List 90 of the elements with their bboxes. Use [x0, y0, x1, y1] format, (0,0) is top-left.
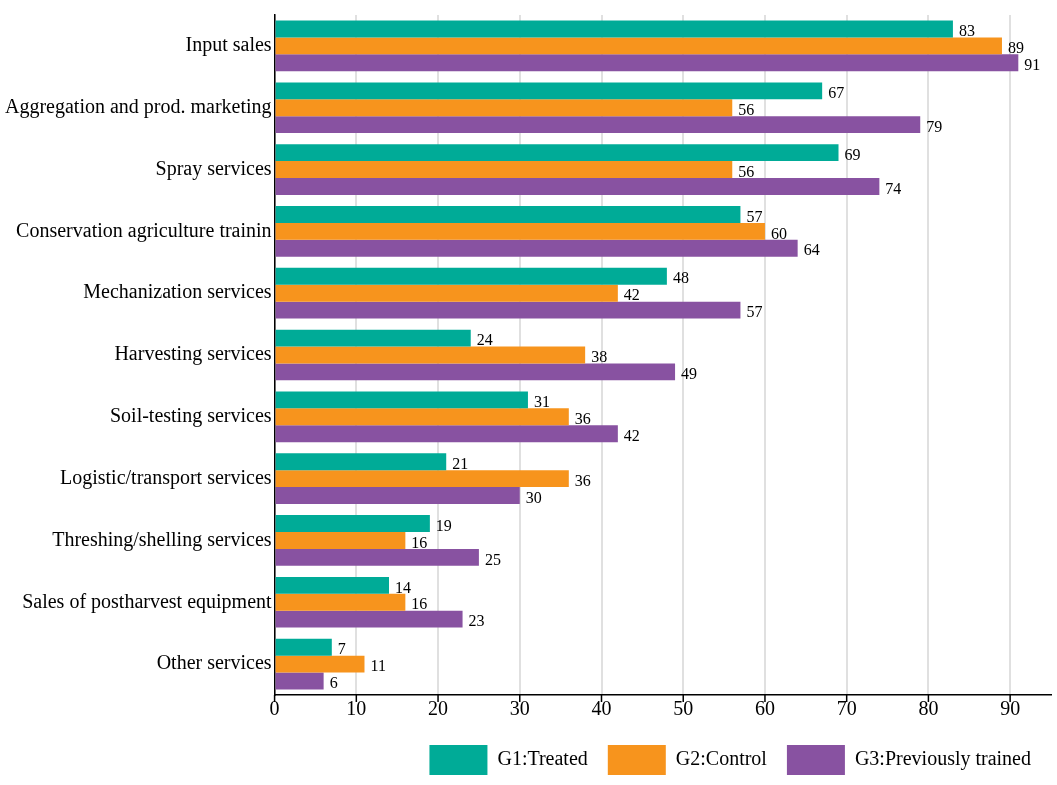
data-label: 19	[435, 516, 452, 534]
bar	[275, 515, 430, 533]
bar	[275, 301, 741, 319]
data-label: 69	[844, 145, 861, 163]
bar	[275, 532, 406, 549]
y-tick-label: Harvesting services	[114, 342, 272, 366]
data-label: 67	[828, 84, 845, 102]
data-label: 91	[1024, 56, 1041, 74]
x-tick-label: 10	[346, 697, 367, 720]
bar	[275, 144, 839, 162]
y-tick-label: Logistic/transport services	[59, 465, 272, 489]
bar	[275, 116, 921, 134]
data-label: 21	[452, 454, 469, 472]
bar	[275, 346, 586, 364]
data-label: 56	[738, 162, 755, 180]
bar	[275, 576, 390, 594]
bar	[275, 425, 618, 443]
bar	[275, 267, 667, 285]
bar	[275, 408, 569, 426]
data-label: 30	[525, 488, 542, 506]
data-label: 36	[574, 471, 591, 489]
bar	[275, 593, 406, 611]
data-label: 57	[746, 303, 763, 321]
bar	[275, 37, 1002, 55]
bar	[275, 284, 618, 302]
data-label: 36	[574, 410, 591, 428]
bar	[275, 161, 733, 178]
data-label: 14	[395, 578, 412, 596]
y-tick-label: Other services	[156, 651, 272, 674]
data-label: 48	[672, 269, 689, 287]
y-tick-label: Conservation agriculture trainin	[16, 218, 272, 242]
legend-label: G1:Treated	[497, 747, 588, 770]
bar	[275, 548, 479, 566]
y-tick-label: Sales of postharvest equipment	[22, 589, 273, 613]
x-tick-label: 50	[673, 697, 694, 720]
data-label: 38	[591, 348, 608, 366]
data-label: 60	[770, 224, 787, 242]
data-label: 24	[476, 331, 493, 349]
y-tick-label: Spray services	[155, 156, 272, 180]
data-label: 74	[885, 179, 902, 197]
x-tick-label: 70	[836, 697, 857, 720]
bar	[275, 99, 733, 117]
bar	[275, 177, 880, 195]
data-label: 23	[468, 612, 485, 630]
bar	[275, 54, 1019, 72]
legend-label: G3:Previously trained	[854, 747, 1032, 771]
bar	[275, 329, 471, 347]
bar	[275, 470, 569, 488]
legend-label: G2:Control	[675, 747, 768, 770]
data-label: 6	[329, 674, 338, 692]
y-tick-label: Input sales	[185, 33, 272, 57]
bar	[275, 222, 765, 240]
bar	[275, 638, 332, 656]
y-tick-label: Mechanization services	[83, 280, 272, 303]
data-label: 64	[803, 241, 820, 259]
data-label: 7	[337, 640, 346, 658]
x-tick-label: 60	[754, 697, 775, 720]
x-tick-label: 20	[428, 697, 449, 720]
y-tick-label: Aggregation and prod. marketing	[5, 94, 272, 118]
data-label: 16	[411, 533, 428, 551]
bar	[275, 82, 823, 100]
data-label: 89	[1007, 39, 1024, 57]
data-label: 31	[533, 393, 550, 411]
bar	[275, 672, 324, 690]
bar	[275, 391, 528, 409]
y-tick-label: Threshing/shelling services	[52, 527, 272, 551]
data-label: 25	[484, 550, 501, 568]
data-label: 11	[370, 657, 386, 675]
bar	[275, 655, 365, 673]
x-tick-label: 90	[1000, 697, 1021, 720]
bar	[275, 239, 798, 257]
bar	[275, 610, 463, 628]
bar	[275, 453, 447, 471]
data-label: 42	[623, 286, 640, 304]
x-tick-label: 0	[269, 697, 280, 720]
bar	[275, 206, 741, 223]
x-tick-label: 40	[591, 697, 612, 720]
data-label: 16	[411, 595, 428, 613]
data-label: 42	[623, 426, 640, 444]
x-tick-label: 30	[509, 697, 530, 720]
bar	[275, 20, 953, 38]
data-label: 83	[958, 22, 975, 40]
bar	[275, 487, 520, 504]
y-tick-label: Soil-testing services	[109, 404, 272, 428]
data-label: 57	[746, 207, 763, 225]
x-tick-label: 80	[918, 697, 939, 720]
data-label: 56	[738, 100, 755, 118]
bar	[275, 363, 676, 381]
data-label: 49	[681, 365, 698, 383]
data-label: 79	[926, 117, 943, 135]
